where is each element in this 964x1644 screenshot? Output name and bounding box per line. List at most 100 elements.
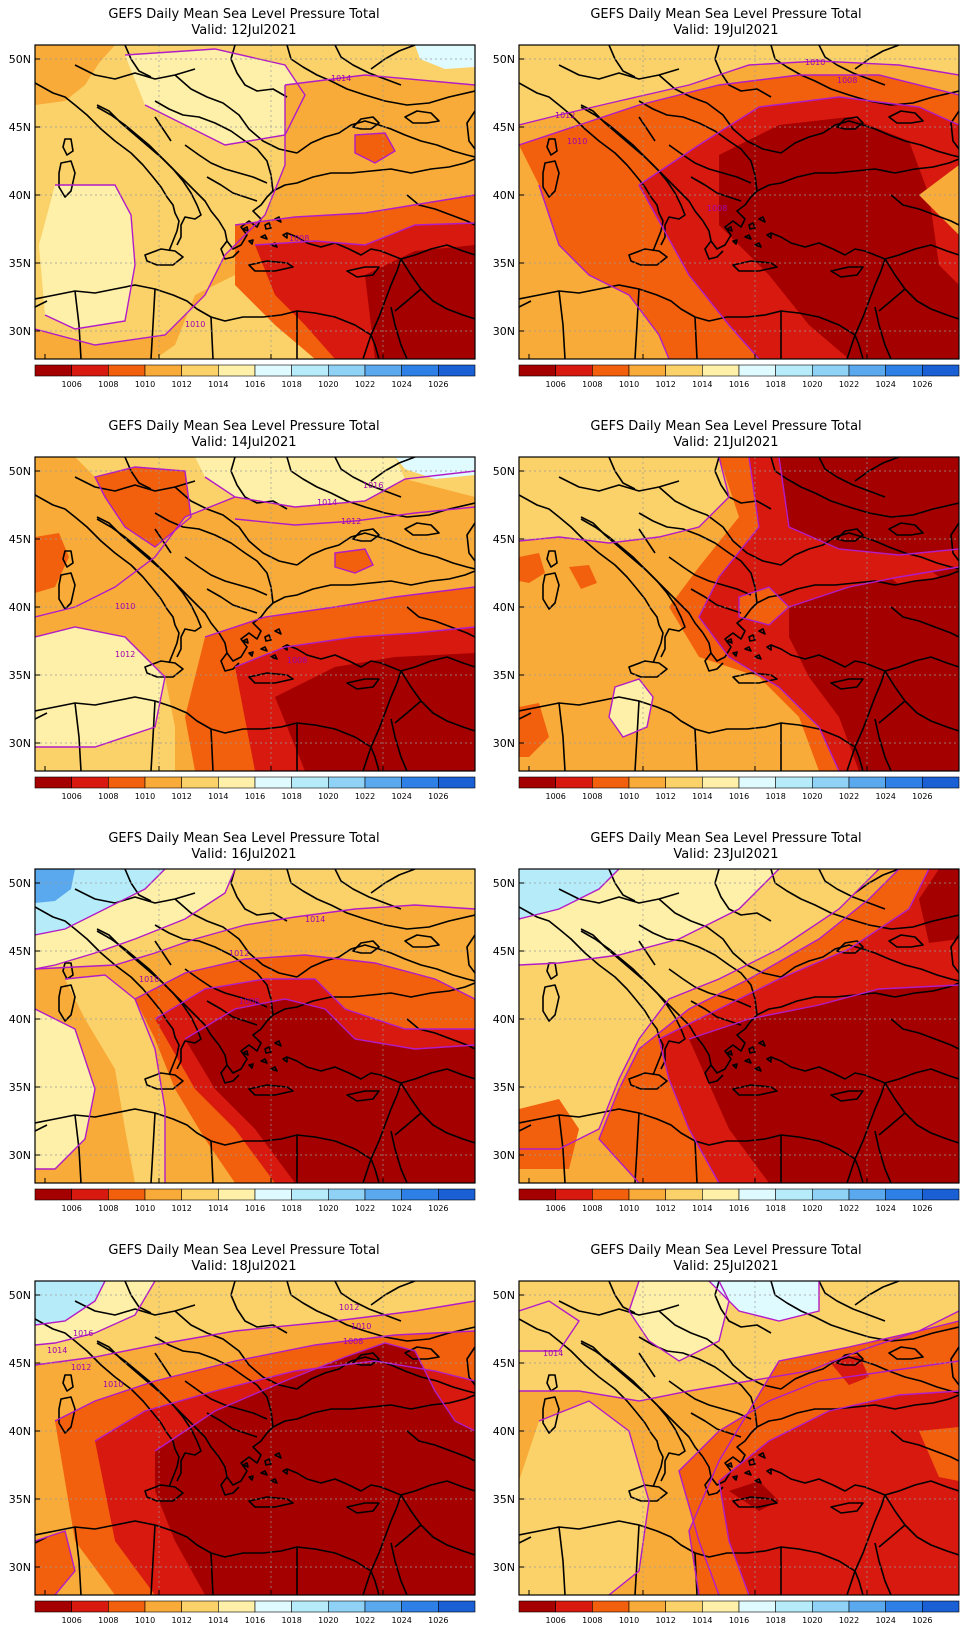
colorbar-label: 1022 [839, 792, 859, 801]
contour-label: 1016 [363, 481, 383, 490]
colorbar-label: 1018 [281, 380, 301, 389]
colorbar-label: 1016 [729, 1204, 749, 1213]
colorbar-label: 1022 [355, 792, 375, 801]
panel-valid-date: Valid: 25Jul2021 [673, 1259, 778, 1274]
colorbar-label: 1014 [208, 1616, 228, 1625]
colorbar-swatch [254, 1188, 292, 1201]
colorbar-label: 1010 [135, 792, 155, 801]
colorbar-label: 1018 [281, 792, 301, 801]
colorbar-swatch [144, 1188, 182, 1201]
panel-12jul2021: GEFS Daily Mean Sea Level Pressure Total… [34, 7, 476, 360]
contour-label: 1014 [305, 915, 325, 924]
pressure-map: 1012 1016 1014 1012 1010 1010 1008 [34, 1280, 476, 1596]
colorbar-label: 1024 [875, 792, 895, 801]
contour-label: 1008 [707, 204, 727, 213]
contour-label: 1016 [73, 1329, 93, 1338]
colorbar-swatch [218, 1188, 256, 1201]
colorbar-swatch [885, 1188, 923, 1201]
colorbar-swatch [702, 1600, 740, 1613]
colorbar-label: 1006 [61, 1204, 81, 1213]
colorbar-swatch [291, 776, 329, 789]
colorbar-swatch [702, 776, 740, 789]
colorbar-label: 1022 [839, 380, 859, 389]
colorbar-swatch [665, 776, 703, 789]
colorbar-swatch [665, 364, 703, 377]
colorbar-label: 1006 [61, 1616, 81, 1625]
contour-label: 1014 [317, 498, 337, 507]
colorbar-swatch [181, 776, 219, 789]
contour-label: 1010 [805, 58, 825, 67]
panel-valid-date: Valid: 18Jul2021 [191, 1259, 296, 1274]
lat-tick-label: 40N [493, 601, 515, 614]
lat-tick-label: 30N [9, 737, 31, 750]
contour-label: 1010 [103, 1380, 123, 1389]
colorbar-label: 1020 [318, 380, 338, 389]
panel-valid-date: Valid: 14Jul2021 [191, 435, 296, 450]
colorbar-label: 1022 [839, 1616, 859, 1625]
panel-25jul2021: GEFS Daily Mean Sea Level Pressure Total… [518, 1243, 960, 1596]
colorbar-swatch [775, 776, 813, 789]
lat-tick-label: 40N [9, 189, 31, 202]
colorbar-label: 1024 [875, 380, 895, 389]
colorbar-label: 1014 [208, 1204, 228, 1213]
lat-tick-label: 50N [9, 53, 31, 66]
contour-label: 1008 [837, 76, 857, 85]
colorbar-swatch [364, 776, 402, 789]
colorbar-swatch [738, 776, 776, 789]
lat-tick-label: 45N [493, 945, 515, 958]
colorbar-swatch [775, 1188, 813, 1201]
colorbar-swatch [34, 1600, 72, 1613]
colorbar-swatch [738, 1600, 776, 1613]
panel-valid-date: Valid: 23Jul2021 [673, 847, 778, 862]
colorbar-swatch [922, 1188, 960, 1201]
lat-tick-label: 35N [9, 257, 31, 270]
colorbar-label: 1014 [208, 792, 228, 801]
contour-label: 1010 [351, 1322, 371, 1331]
colorbar-swatch [401, 776, 439, 789]
contour-label: 1008 [239, 997, 259, 1006]
contour-label: 1008 [343, 1337, 363, 1346]
colorbar-swatch [144, 364, 182, 377]
colorbar-label: 1024 [391, 380, 411, 389]
colorbar-swatch [254, 1600, 292, 1613]
colorbar-label: 1012 [171, 1616, 191, 1625]
colorbar-swatch [518, 1188, 556, 1201]
colorbar-swatch [328, 1600, 366, 1613]
colorbar-label: 1006 [545, 1616, 565, 1625]
colorbar-swatch [144, 776, 182, 789]
colorbar-label: 1010 [619, 380, 639, 389]
contour-label: 1010 [115, 602, 135, 611]
colorbar: 1006 1008 1010 1012 1014 1016 1018 1020 1022 1024… [518, 1188, 960, 1213]
colorbar-label: 1022 [355, 1204, 375, 1213]
colorbar-swatch [254, 364, 292, 377]
colorbar-swatch [738, 364, 776, 377]
colorbar-swatch [848, 1188, 886, 1201]
colorbar-swatch [291, 1600, 329, 1613]
panel-valid-date: Valid: 21Jul2021 [673, 435, 778, 450]
colorbar-swatch [438, 1188, 476, 1201]
colorbar-swatch [775, 364, 813, 377]
colorbar: 1006 1008 1010 1012 1014 1016 1018 1020 1022 1024… [34, 776, 476, 801]
colorbar-swatch [628, 364, 666, 377]
colorbar-label: 1020 [318, 1616, 338, 1625]
colorbar-swatch [291, 1188, 329, 1201]
colorbar-swatch [665, 1188, 703, 1201]
colorbar-swatch [328, 364, 366, 377]
colorbar-label: 1018 [765, 792, 785, 801]
lat-tick-label: 45N [493, 533, 515, 546]
colorbar-label: 1010 [619, 1616, 639, 1625]
contour-label: 1012 [71, 1363, 91, 1372]
colorbar-label: 1008 [582, 1616, 602, 1625]
lat-tick-label: 35N [493, 1081, 515, 1094]
colorbar-label: 1020 [802, 792, 822, 801]
lat-tick-label: 45N [493, 1357, 515, 1370]
panel-23jul2021: GEFS Daily Mean Sea Level Pressure Total… [518, 831, 960, 1184]
colorbar: 1006 1008 1010 1012 1014 1016 1018 1020 1022 1024… [518, 364, 960, 389]
contour-label: 1010 [567, 137, 587, 146]
colorbar-label: 1022 [839, 1204, 859, 1213]
panel-title: GEFS Daily Mean Sea Level Pressure Total [108, 831, 379, 846]
contour-label: 1008 [287, 656, 307, 665]
colorbar-swatch [812, 1600, 850, 1613]
colorbar-label: 1012 [655, 1204, 675, 1213]
